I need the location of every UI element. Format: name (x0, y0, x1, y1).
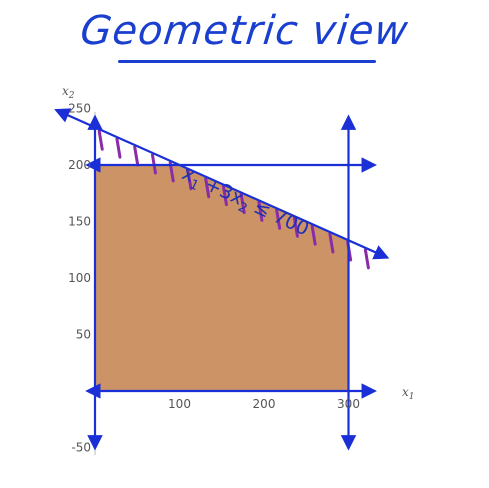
y-tick-label: -50 (71, 441, 91, 455)
x-axis-label: x1 (402, 385, 415, 402)
constraint-lines-layer (54, 108, 390, 451)
hatch-mark (97, 129, 104, 151)
tick-labels-layer: 100 200 300 -50 50 100 150 200 250 (68, 102, 360, 455)
x-tick-label: 200 (253, 397, 276, 411)
x-tick-label: 100 (168, 397, 191, 411)
hatch-mark (115, 137, 122, 159)
hatch-mark (133, 145, 140, 167)
y-tick-label: 150 (68, 215, 91, 229)
title-underline (118, 60, 376, 63)
y-tick-label: 200 (68, 158, 91, 172)
constraint-line-x1-3x2-700 (54, 108, 390, 260)
y-tick-label: 250 (68, 102, 91, 116)
hatch-mark (363, 248, 370, 270)
y-axis-label: x2 (62, 84, 75, 101)
y-tick-label: 50 (76, 328, 91, 342)
x-tick-label: 300 (337, 397, 360, 411)
y-tick-label: 100 (68, 271, 91, 285)
